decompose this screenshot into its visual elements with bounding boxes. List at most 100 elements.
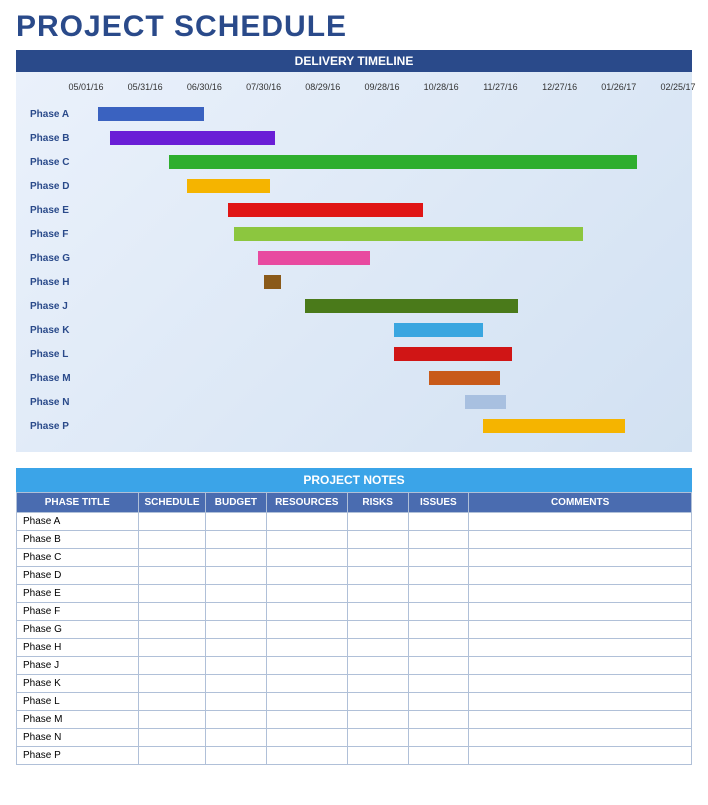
notes-cell bbox=[138, 585, 206, 603]
notes-column-header: COMMENTS bbox=[469, 493, 692, 513]
notes-cell bbox=[408, 513, 469, 531]
notes-cell bbox=[347, 585, 408, 603]
phase-title-cell: Phase G bbox=[17, 621, 139, 639]
axis-date: 02/25/17 bbox=[658, 82, 698, 92]
gantt-track bbox=[86, 155, 678, 169]
gantt-track bbox=[86, 395, 678, 409]
notes-cell bbox=[347, 639, 408, 657]
notes-cell bbox=[266, 513, 347, 531]
table-row: Phase M bbox=[17, 711, 692, 729]
notes-cell bbox=[469, 531, 692, 549]
notes-cell bbox=[347, 621, 408, 639]
gantt-track bbox=[86, 107, 678, 121]
notes-cell bbox=[206, 567, 267, 585]
notes-cell bbox=[266, 693, 347, 711]
notes-cell bbox=[347, 567, 408, 585]
notes-cell bbox=[138, 603, 206, 621]
gantt-row: Phase N bbox=[30, 390, 678, 414]
table-row: Phase G bbox=[17, 621, 692, 639]
gantt-phase-label: Phase D bbox=[30, 181, 86, 192]
notes-cell bbox=[408, 603, 469, 621]
notes-cell bbox=[266, 567, 347, 585]
table-row: Phase J bbox=[17, 657, 692, 675]
gantt-axis: 05/01/1605/31/1606/30/1607/30/1608/29/16… bbox=[86, 82, 678, 94]
notes-cell bbox=[206, 693, 267, 711]
notes-cell bbox=[469, 693, 692, 711]
notes-cell bbox=[469, 585, 692, 603]
notes-cell bbox=[408, 639, 469, 657]
notes-cell bbox=[266, 603, 347, 621]
axis-date: 10/28/16 bbox=[421, 82, 461, 92]
notes-cell bbox=[347, 711, 408, 729]
notes-cell bbox=[138, 513, 206, 531]
gantt-bar bbox=[264, 275, 282, 289]
gantt-phase-label: Phase C bbox=[30, 157, 86, 168]
notes-cell bbox=[206, 621, 267, 639]
gantt-track bbox=[86, 251, 678, 265]
notes-cell bbox=[408, 675, 469, 693]
notes-cell bbox=[138, 729, 206, 747]
axis-date: 05/31/16 bbox=[125, 82, 165, 92]
notes-cell bbox=[138, 531, 206, 549]
notes-header-row: PHASE TITLESCHEDULEBUDGETRESOURCESRISKSI… bbox=[17, 493, 692, 513]
phase-title-cell: Phase L bbox=[17, 693, 139, 711]
axis-date: 08/29/16 bbox=[303, 82, 343, 92]
gantt-bar bbox=[394, 347, 512, 361]
notes-column-header: PHASE TITLE bbox=[17, 493, 139, 513]
phase-title-cell: Phase A bbox=[17, 513, 139, 531]
notes-cell bbox=[266, 549, 347, 567]
notes-cell bbox=[408, 531, 469, 549]
notes-cell bbox=[469, 657, 692, 675]
notes-cell bbox=[266, 711, 347, 729]
gantt-rows: Phase APhase BPhase CPhase DPhase EPhase… bbox=[30, 102, 678, 438]
gantt-chart: 05/01/1605/31/1606/30/1607/30/1608/29/16… bbox=[16, 72, 692, 452]
axis-date: 01/26/17 bbox=[599, 82, 639, 92]
phase-title-cell: Phase H bbox=[17, 639, 139, 657]
notes-cell bbox=[266, 729, 347, 747]
gantt-phase-label: Phase B bbox=[30, 133, 86, 144]
notes-cell bbox=[206, 603, 267, 621]
gantt-bar bbox=[110, 131, 276, 145]
axis-date: 07/30/16 bbox=[244, 82, 284, 92]
gantt-row: Phase E bbox=[30, 198, 678, 222]
notes-column-header: RISKS bbox=[347, 493, 408, 513]
table-row: Phase H bbox=[17, 639, 692, 657]
axis-date: 06/30/16 bbox=[184, 82, 224, 92]
notes-cell bbox=[138, 675, 206, 693]
notes-cell bbox=[266, 639, 347, 657]
gantt-row: Phase B bbox=[30, 126, 678, 150]
gantt-phase-label: Phase H bbox=[30, 277, 86, 288]
notes-cell bbox=[408, 711, 469, 729]
gantt-bar bbox=[228, 203, 423, 217]
gantt-phase-label: Phase G bbox=[30, 253, 86, 264]
gantt-track bbox=[86, 131, 678, 145]
notes-column-header: BUDGET bbox=[206, 493, 267, 513]
axis-date: 09/28/16 bbox=[362, 82, 402, 92]
notes-cell bbox=[138, 567, 206, 585]
gantt-phase-label: Phase E bbox=[30, 205, 86, 216]
gantt-track bbox=[86, 179, 678, 193]
gantt-row: Phase D bbox=[30, 174, 678, 198]
notes-cell bbox=[469, 567, 692, 585]
table-row: Phase B bbox=[17, 531, 692, 549]
table-row: Phase L bbox=[17, 693, 692, 711]
notes-cell bbox=[206, 747, 267, 765]
notes-body: Phase APhase BPhase CPhase DPhase EPhase… bbox=[17, 513, 692, 765]
gantt-row: Phase K bbox=[30, 318, 678, 342]
gantt-bar bbox=[98, 107, 205, 121]
notes-cell bbox=[469, 549, 692, 567]
notes-cell bbox=[469, 513, 692, 531]
gantt-track bbox=[86, 347, 678, 361]
notes-cell bbox=[347, 693, 408, 711]
notes-cell bbox=[138, 621, 206, 639]
notes-cell bbox=[138, 639, 206, 657]
notes-cell bbox=[138, 549, 206, 567]
gantt-track bbox=[86, 203, 678, 217]
gantt-bar bbox=[187, 179, 270, 193]
timeline-header: DELIVERY TIMELINE bbox=[16, 50, 692, 72]
notes-cell bbox=[138, 747, 206, 765]
gantt-bar bbox=[483, 419, 625, 433]
table-row: Phase F bbox=[17, 603, 692, 621]
notes-cell bbox=[408, 657, 469, 675]
phase-title-cell: Phase J bbox=[17, 657, 139, 675]
